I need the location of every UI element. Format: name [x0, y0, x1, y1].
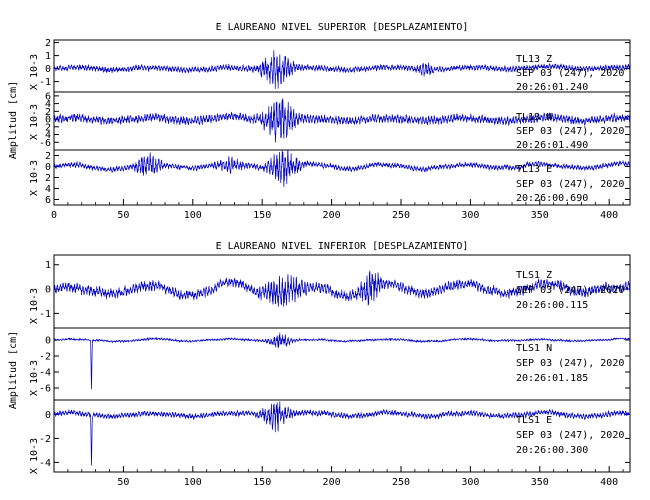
y-tick-label: 6 [45, 195, 51, 206]
station-label: TL13 Z [516, 54, 552, 65]
time-label: 20:26:01.240 [516, 82, 588, 93]
y-tick-label: 6 [45, 91, 51, 102]
x-tick-label: 300 [461, 210, 479, 221]
y-axis-label-inferior: Amplitud [cm] [8, 331, 19, 409]
station-label: TL13 N [516, 112, 552, 123]
x-tick-label: 100 [184, 210, 202, 221]
time-label: 20:26:00.690 [516, 193, 588, 204]
y-axis-label-superior: Amplitud [cm] [8, 81, 19, 159]
x-tick-label: 350 [531, 477, 549, 488]
scale-label: X 10-3 [29, 54, 40, 90]
y-tick-label: 2 [45, 107, 51, 118]
x-tick-label: 350 [531, 210, 549, 221]
waveform-trace [53, 332, 631, 390]
x-tick-label: 200 [323, 210, 341, 221]
station-label: TLS1 N [516, 343, 552, 354]
panel-superior-z: X 10-3 -1 0 1 2 TL13 Z SEP 03 (247), 2020 2… [29, 38, 631, 93]
panel-inferior-n: X 10-3 -6 -4 -2 0 TLS1 N SEP 03 (247), 2020… [29, 327, 631, 401]
station-label: TLS1 E [516, 415, 552, 426]
y-tick-label: 4 [45, 130, 51, 141]
chart-superior: E LAUREANO NIVEL SUPERIOR [DESPLAZAMIENT… [8, 22, 631, 221]
y-tick-label: -6 [39, 384, 51, 395]
x-tick-label: 50 [117, 210, 129, 221]
station-label: TLS1 Z [516, 270, 552, 281]
y-tick-label: 0 [45, 336, 51, 347]
panel-inferior-z: X 10-3 -1 0 1 TLS1 Z SEP 03 (247), 2020 20… [29, 254, 631, 329]
panel-frame [53, 399, 631, 473]
waveform-trace [53, 149, 631, 188]
time-label: 20:26:01.185 [516, 373, 588, 384]
y-tick-label: 0 [45, 285, 51, 296]
y-tick-label: 0 [45, 410, 51, 421]
x-tick-label: 150 [253, 210, 271, 221]
date-label: SEP 03 (247), 2020 [516, 430, 624, 441]
y-tick-label: 2 [45, 173, 51, 184]
scale-label: X 10-3 [29, 104, 40, 140]
x-tick-label: 0 [51, 210, 57, 221]
y-tick-label: 1 [45, 51, 51, 62]
x-tick-label: 150 [253, 477, 271, 488]
x-tick-label: 200 [323, 477, 341, 488]
y-tick-label: -6 [39, 138, 51, 149]
date-label: SEP 03 (247), 2020 [516, 179, 624, 190]
waveform-trace [53, 401, 631, 466]
y-tick-label: 2 [45, 38, 51, 49]
x-tick-label: 400 [600, 477, 618, 488]
y-tick-label: 2 [45, 151, 51, 162]
date-label: SEP 03 (247), 2020 [516, 126, 624, 137]
x-tick-label: 250 [392, 210, 410, 221]
time-label: 20:26:00.115 [516, 300, 588, 311]
y-tick-label: 1 [45, 260, 51, 271]
y-tick-label: -2 [39, 352, 51, 363]
date-label: SEP 03 (247), 2020 [516, 285, 624, 296]
y-tick-label: -2 [39, 434, 51, 445]
x-tick-label: 50 [117, 477, 129, 488]
time-label: 20:26:01.490 [516, 140, 588, 151]
chart-title-inferior: E LAUREANO NIVEL INFERIOR [DESPLAZAMIENT… [216, 241, 469, 252]
waveform-trace [53, 50, 631, 89]
x-tick-label: 300 [461, 477, 479, 488]
y-tick-label: -1 [39, 309, 51, 320]
scale-label: X 10-3 [29, 288, 40, 324]
y-tick-label: 0 [45, 115, 51, 126]
y-tick-label: 4 [45, 99, 51, 110]
waveform-trace [53, 98, 631, 143]
x-tick-label: 100 [184, 477, 202, 488]
x-axis-inferior: 50 100 150 200 250 300 350 400 [67, 466, 624, 488]
x-tick-label: 250 [392, 477, 410, 488]
date-label: SEP 03 (247), 2020 [516, 68, 624, 79]
chart-title-superior: E LAUREANO NIVEL SUPERIOR [DESPLAZAMIENT… [216, 22, 469, 33]
y-tick-label: 2 [45, 122, 51, 133]
y-tick-label: -4 [39, 368, 51, 379]
x-tick-label: 400 [600, 210, 618, 221]
y-tick-label: 4 [45, 184, 51, 195]
chart-inferior: E LAUREANO NIVEL INFERIOR [DESPLAZAMIENT… [8, 241, 631, 488]
station-label: TL13 E [516, 164, 552, 175]
y-tick-label: 0 [45, 162, 51, 173]
scale-label: X 10-3 [29, 160, 40, 196]
x-axis-superior: 0 50 100 150 200 250 300 350 400 [51, 199, 624, 221]
y-tick-label: -4 [39, 458, 51, 469]
date-label: SEP 03 (247), 2020 [516, 358, 624, 369]
scale-label: X 10-3 [29, 438, 40, 474]
scale-label: X 10-3 [29, 360, 40, 396]
y-tick-label: -1 [39, 77, 51, 88]
y-tick-label: 0 [45, 64, 51, 75]
waveform-trace [53, 270, 631, 307]
time-label: 20:26:00.300 [516, 445, 588, 456]
panel-inferior-e: X 10-3 -4 -2 0 TLS1 E SEP 03 (247), 2020 2… [29, 399, 631, 474]
